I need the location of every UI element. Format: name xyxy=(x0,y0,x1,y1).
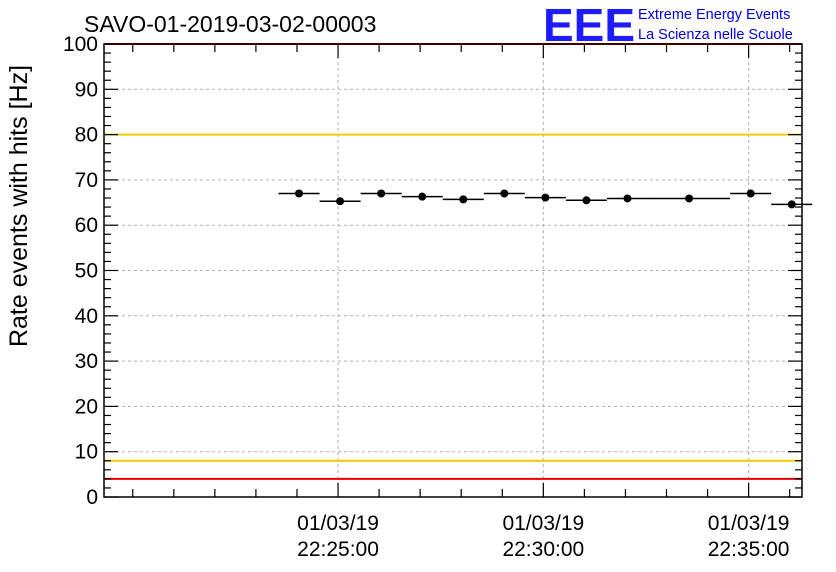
y-tick-label-100: 100 xyxy=(63,33,98,56)
y-tick-label-40: 40 xyxy=(75,305,98,328)
marker-11 xyxy=(787,200,796,209)
data-point-9 xyxy=(648,194,731,203)
reference-lines xyxy=(104,43,802,480)
marker-2 xyxy=(377,189,386,198)
marker-5 xyxy=(500,189,509,198)
x-tick-date-0: 01/03/19 xyxy=(297,512,379,535)
data-point-4 xyxy=(442,195,484,204)
y-tick-label-20: 20 xyxy=(75,395,98,418)
axes xyxy=(103,43,803,498)
data-point-10 xyxy=(730,189,772,198)
y-tick-label-0: 0 xyxy=(86,486,98,509)
data-point-1 xyxy=(319,197,361,206)
y-tick-label-30: 30 xyxy=(75,350,98,373)
y-tick-label-60: 60 xyxy=(75,214,98,237)
logo-line-1: Extreme Energy Events xyxy=(638,7,790,23)
y-tick-label-50: 50 xyxy=(75,260,98,283)
marker-8 xyxy=(623,194,632,203)
marker-4 xyxy=(459,195,468,204)
tick-labels: 0 10 20 30 40 50 60 70 80 90 100 01/03/19 22:25:00 01… xyxy=(63,33,790,561)
marker-3 xyxy=(418,192,427,201)
marker-9 xyxy=(685,194,694,203)
y-axis-title: Rate events with hits [Hz] xyxy=(5,65,33,347)
data-point-11 xyxy=(771,200,813,209)
y-tick-label-90: 90 xyxy=(75,78,98,101)
data-point-5 xyxy=(483,189,525,198)
x-tick-date-2: 01/03/19 xyxy=(708,512,790,535)
logo-line-2: La Scienza nelle Scuole xyxy=(638,27,793,43)
grid xyxy=(104,44,802,497)
data-point-2 xyxy=(360,189,402,198)
data-point-7 xyxy=(565,196,607,205)
marker-1 xyxy=(336,197,345,206)
x-tick-time-1: 22:30:00 xyxy=(502,538,584,561)
y-tick-label-80: 80 xyxy=(75,124,98,147)
marker-0 xyxy=(295,189,304,198)
data-point-6 xyxy=(524,193,566,202)
marker-7 xyxy=(582,196,591,205)
data-series xyxy=(278,189,813,209)
x-tick-date-1: 01/03/19 xyxy=(502,512,584,535)
data-point-8 xyxy=(606,194,649,203)
logo-mark: EEE xyxy=(543,0,635,51)
marker-10 xyxy=(746,189,755,198)
y-tick-label-70: 70 xyxy=(75,169,98,192)
x-tick-time-0: 22:25:00 xyxy=(297,538,379,561)
marker-6 xyxy=(541,193,550,202)
eee-logo: EEE Extreme Energy Events La Scienza nel… xyxy=(543,0,793,51)
data-point-3 xyxy=(401,192,443,201)
y-tick-label-10: 10 xyxy=(75,441,98,464)
x-tick-time-2: 22:35:00 xyxy=(708,538,790,561)
data-point-0 xyxy=(278,189,320,198)
chart-title: SAVO-01-2019-03-02-00003 xyxy=(84,11,376,37)
